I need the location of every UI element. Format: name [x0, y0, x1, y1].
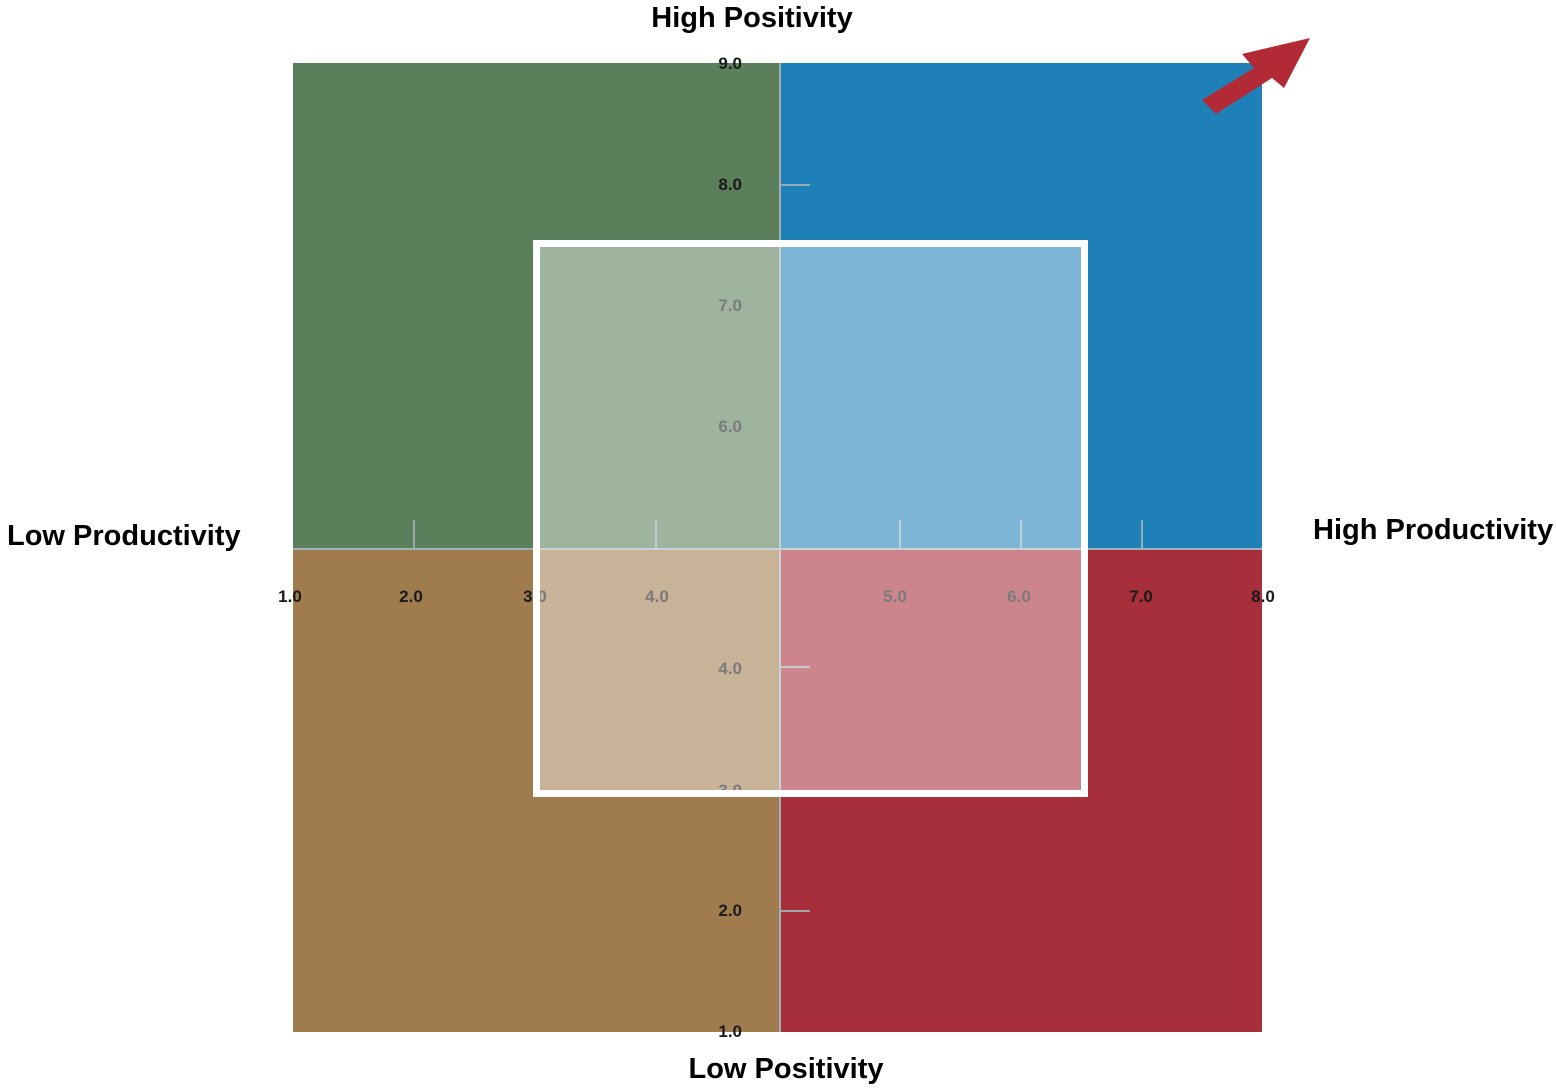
x-tick-mark	[899, 520, 901, 550]
x-tick-label: 2.0	[399, 587, 423, 606]
y-tick-label: 1.0	[718, 1022, 742, 1041]
y-tick-mark	[780, 184, 810, 186]
y-tick-label: 8.0	[718, 175, 742, 194]
highlight-frame	[533, 240, 1088, 797]
y-tick-label: 9.0	[718, 54, 742, 73]
title-low-productivity: Low Productivity	[7, 520, 241, 552]
quadrant-top-right	[780, 63, 1262, 549]
x-tick-label: 7.0	[1129, 587, 1153, 606]
x-tick-mark	[655, 520, 657, 550]
arrow-up-right-icon	[1202, 38, 1310, 114]
x-axis-line	[293, 548, 1262, 550]
x-tick-label: 8.0	[1251, 587, 1275, 606]
x-tick-mark	[1020, 520, 1022, 550]
title-high-productivity: High Productivity	[1313, 514, 1554, 546]
x-tick-label: 6.0	[1007, 587, 1031, 606]
y-tick-mark	[780, 666, 810, 668]
y-tick-mark	[780, 910, 810, 912]
x-tick-mark	[1141, 520, 1143, 550]
y-axis-line	[779, 63, 781, 1032]
y-tick-label: 2.0	[718, 901, 742, 920]
x-tick-label: 1.0	[278, 587, 302, 606]
x-tick-label: 5.0	[883, 587, 907, 606]
title-high-positivity: High Positivity	[651, 2, 853, 34]
x-tick-label: 4.0	[645, 587, 669, 606]
y-tick-label: 4.0	[718, 659, 742, 678]
title-low-positivity: Low Positivity	[688, 1053, 884, 1085]
y-tick-label: 7.0	[718, 296, 742, 315]
y-tick-label: 6.0	[718, 417, 742, 436]
x-tick-mark	[413, 520, 415, 550]
